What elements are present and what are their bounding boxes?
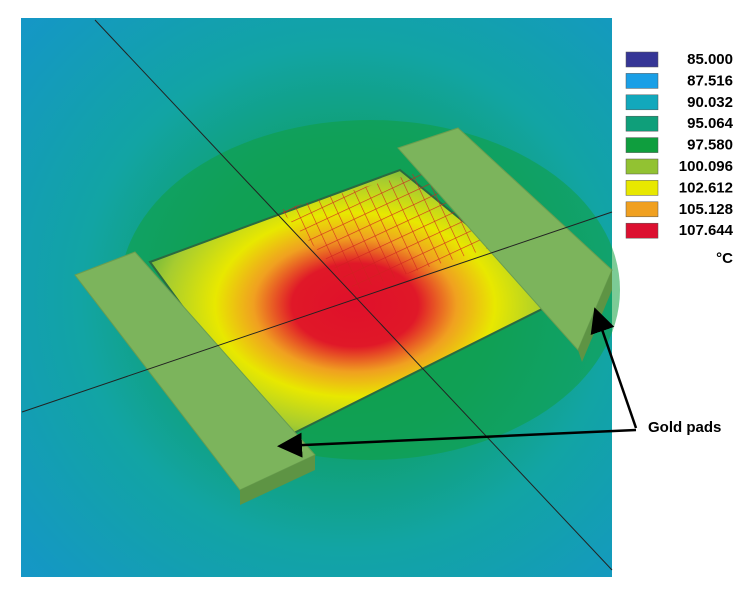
axis-line [94, 19, 613, 571]
arrow [590, 307, 638, 429]
legend-swatch [625, 94, 659, 111]
legend-label: 85.000 [687, 51, 733, 68]
legend-label: 90.032 [687, 94, 733, 111]
axis-line [21, 211, 613, 413]
legend-label: 87.516 [687, 72, 733, 89]
legend-swatch [625, 137, 659, 153]
legend-label: 107.644 [679, 222, 734, 239]
heater-mesh [280, 172, 500, 290]
legend-label: 100.096 [679, 158, 733, 175]
legend-swatch [625, 158, 659, 175]
legend-swatch [625, 115, 659, 132]
legend-label: 97.580 [687, 137, 733, 154]
annotation: Gold pads [648, 419, 721, 436]
legend-label: 95.064 [687, 115, 734, 132]
legend-unit: °C [716, 250, 733, 267]
legend-label: 105.128 [679, 201, 733, 218]
legend-swatch [625, 73, 659, 89]
legend-swatch [625, 51, 659, 68]
gold-pad-edge [240, 455, 315, 505]
arrow [277, 428, 637, 458]
thermal-map [21, 18, 620, 577]
legend-swatch [625, 201, 659, 218]
legend-swatch [625, 180, 659, 196]
legend: 85.000 87.516 90.032 95.064 97.580 100.096 102… [625, 51, 734, 239]
legend-label: 102.612 [679, 179, 733, 196]
legend-swatch [625, 222, 659, 239]
